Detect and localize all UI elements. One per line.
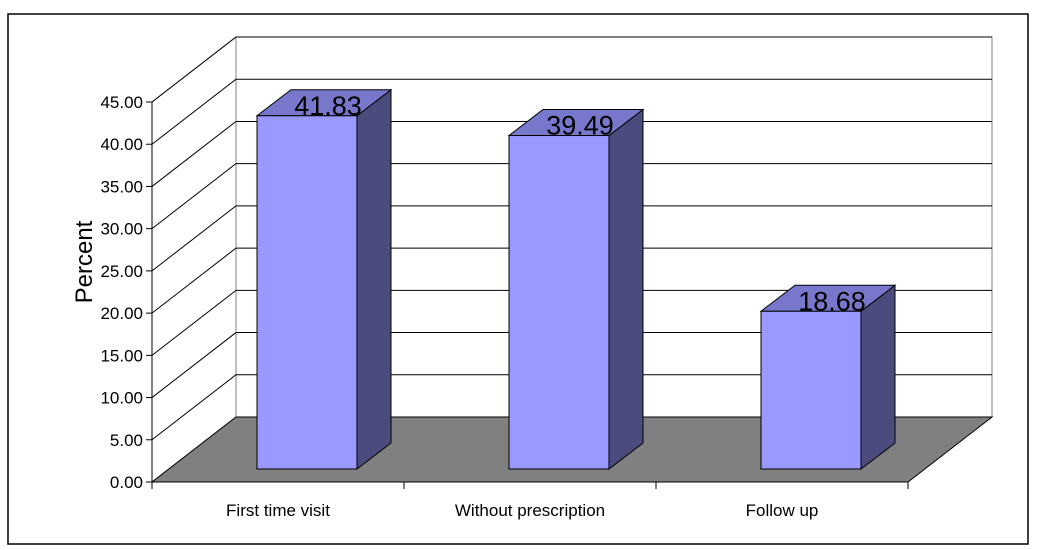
y-tick-label: 40.00 <box>100 135 143 154</box>
y-tick-label: 15.00 <box>100 346 143 365</box>
gridline <box>151 163 992 230</box>
gridline <box>151 332 992 398</box>
x-category-label: First time visit <box>226 501 330 520</box>
data-label: 18.68 <box>798 286 866 316</box>
x-category-label: Follow up <box>746 501 819 520</box>
y-tick-label: 25.00 <box>100 262 143 281</box>
gridlines <box>151 36 992 441</box>
y-tick-label: 30.00 <box>100 220 143 239</box>
y-tick-label: 45.00 <box>100 93 143 112</box>
bar <box>255 88 393 471</box>
gridline <box>151 36 992 103</box>
bar-side <box>356 88 392 471</box>
side-wall <box>151 35 237 484</box>
data-label: 41.83 <box>294 91 362 121</box>
y-tick-label: 0.00 <box>110 473 143 492</box>
bar-side <box>860 284 896 471</box>
y-axis-title: Percent <box>71 220 98 303</box>
y-tick-label: 20.00 <box>100 304 143 323</box>
bar-side <box>608 108 644 471</box>
bar <box>507 108 645 471</box>
y-tick-label: 10.00 <box>100 389 143 408</box>
bar-front <box>760 310 862 470</box>
y-axis: 0.00 5.00 10.00 15.00 20.00 25.00 30.00 35.00 40… <box>100 93 153 492</box>
y-tick-label: 35.00 <box>100 177 143 196</box>
gridline <box>151 78 992 145</box>
data-labels: 41.83 39.49 18.68 <box>294 91 866 316</box>
bar-front <box>508 135 610 470</box>
gridline <box>151 120 992 187</box>
gridline <box>151 205 992 272</box>
bar <box>759 284 897 471</box>
bar-front <box>256 115 358 470</box>
bars <box>255 88 897 471</box>
gridline <box>151 374 992 441</box>
x-axis: First time visit Without prescription Foll… <box>151 481 909 520</box>
gridline <box>151 289 992 356</box>
y-tick-label: 5.00 <box>110 431 143 450</box>
gridline <box>151 247 992 314</box>
x-category-label: Without prescription <box>455 501 605 520</box>
data-label: 39.49 <box>546 111 614 141</box>
